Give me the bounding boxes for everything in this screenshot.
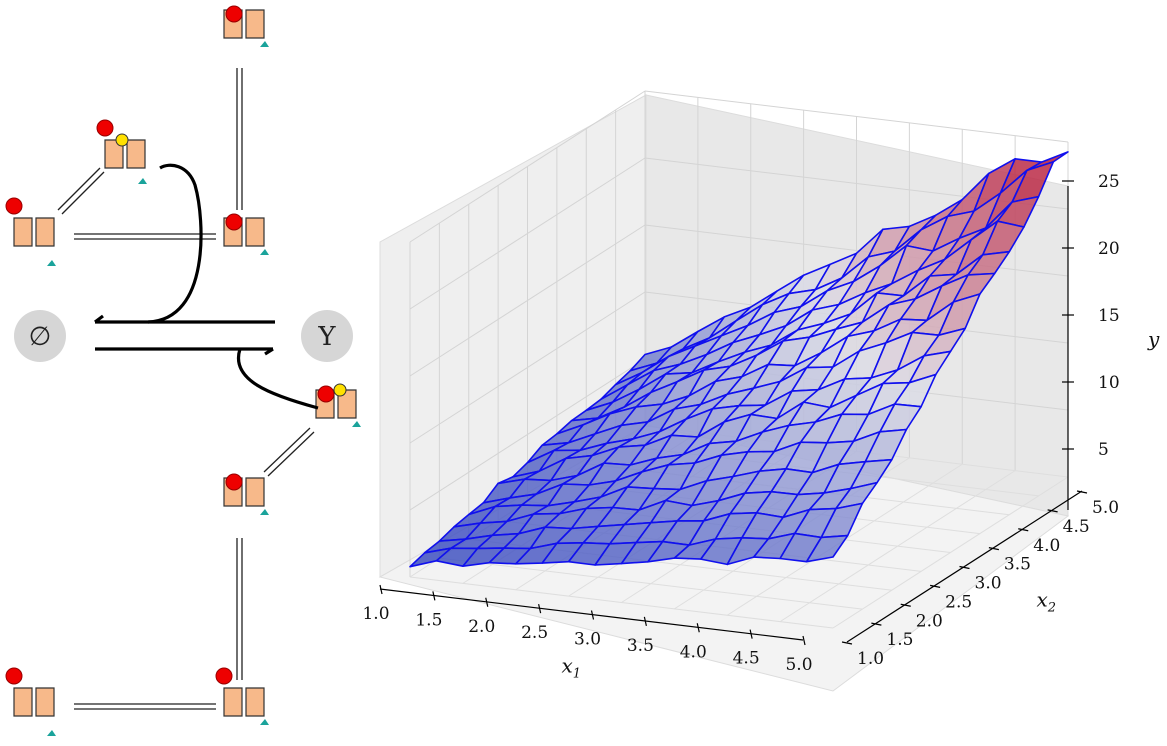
x1-tick-label: 3.5 <box>627 636 654 656</box>
y-tick-label: 5 <box>1098 440 1109 460</box>
x2-tick <box>930 584 941 588</box>
x2-tick <box>959 565 970 570</box>
y-tick-label: 25 <box>1098 172 1120 192</box>
x1-axis-line <box>379 588 804 641</box>
y-tick-label: 20 <box>1098 239 1120 259</box>
ligand-dot <box>225 213 243 231</box>
x1-tick-label: 2.0 <box>468 617 495 637</box>
reaction-diagram: ∅ Y <box>5 5 361 736</box>
surface-mesh <box>409 151 1069 568</box>
x2-tick-label: 4.0 <box>1033 536 1060 556</box>
x2-tick <box>1047 509 1058 513</box>
x1-tick <box>696 623 700 633</box>
equilibrium-arrows <box>57 68 315 710</box>
channel-upper-mid <box>96 119 147 184</box>
ligand-dot <box>225 473 243 491</box>
catalysis-arc-upper <box>147 163 203 324</box>
reaction-arrows <box>94 163 319 410</box>
channel-lower-gated <box>315 383 361 427</box>
x1-tick-label: 1.5 <box>415 610 442 630</box>
x2-axis-subscript: 2 <box>1047 601 1056 616</box>
x2-tick-label: 1.5 <box>886 630 913 650</box>
ligand-dot <box>5 197 23 215</box>
x2-tick-label: 4.5 <box>1063 517 1090 537</box>
x1-tick-label: 5.0 <box>785 655 812 675</box>
surface-cell <box>805 534 849 563</box>
channel-bottom-left <box>5 667 56 736</box>
channel-upper-right <box>223 213 269 255</box>
x2-tick-label: 2.5 <box>945 592 972 612</box>
y-tick-label: 10 <box>1098 373 1120 393</box>
x1-tick <box>643 616 647 627</box>
x2-axis-label: x2 <box>1037 588 1057 616</box>
y-tick-label: 15 <box>1098 306 1120 326</box>
x1-tick <box>485 597 489 607</box>
channel-upper-left <box>5 197 56 266</box>
x2-tick-label: 3.5 <box>1004 555 1031 575</box>
x2-tick <box>1018 528 1029 532</box>
x1-tick-label: 3.0 <box>574 630 601 650</box>
channel-lower-right <box>223 473 269 515</box>
channel-top-right <box>223 5 269 47</box>
ligand-dot <box>225 5 243 23</box>
x1-tick-label: 4.0 <box>680 642 707 662</box>
ligand-dot <box>215 667 233 685</box>
x2-tick-label: 3.0 <box>975 574 1002 594</box>
x2-tick <box>1076 490 1088 494</box>
x1-tick-label: 4.5 <box>733 649 760 669</box>
x2-tick <box>900 603 911 607</box>
source-node-label: ∅ <box>29 322 52 352</box>
product-node: Y <box>301 310 353 362</box>
ligand-dot <box>96 119 114 137</box>
source-node: ∅ <box>14 310 66 362</box>
y-axis-label: y <box>1147 327 1160 351</box>
axes: 1.0 1.5 2.0 2.5 3.0 3.5 4.0 4.5 5.0x11.01.52.02.… <box>362 172 1160 682</box>
x2-tick <box>871 622 882 626</box>
x1-tick <box>538 603 542 614</box>
x2-tick <box>841 641 853 645</box>
x1-tick <box>802 635 806 646</box>
x1-tick <box>590 610 595 620</box>
ligand-dot <box>5 667 23 685</box>
surface-plot-3d: 1.0 1.5 2.0 2.5 3.0 3.5 4.0 4.5 5.0x11.01.52.02.… <box>362 90 1160 692</box>
x2-tick <box>988 547 999 551</box>
ligand-dot <box>317 385 335 403</box>
x1-tick <box>749 629 753 639</box>
channel-bottom-right <box>215 667 269 725</box>
gate-spark <box>333 383 347 397</box>
catalysis-arc-lower <box>236 348 319 410</box>
x1-axis-subscript: 1 <box>573 667 581 682</box>
product-node-label: Y <box>317 322 336 352</box>
x1-tick <box>379 584 383 595</box>
x1-tick-label: 2.5 <box>521 623 548 643</box>
x2-axis-line <box>846 490 1083 643</box>
x2-tick-label: 1.0 <box>857 649 884 669</box>
x1-tick-label: 1.0 <box>362 604 389 624</box>
x2-tick-label: 2.0 <box>916 611 943 631</box>
x2-tick-label: 5.0 <box>1092 498 1119 518</box>
gate-spark <box>115 133 129 147</box>
x1-axis-label: x1 <box>562 654 582 682</box>
x1-tick <box>432 591 436 601</box>
